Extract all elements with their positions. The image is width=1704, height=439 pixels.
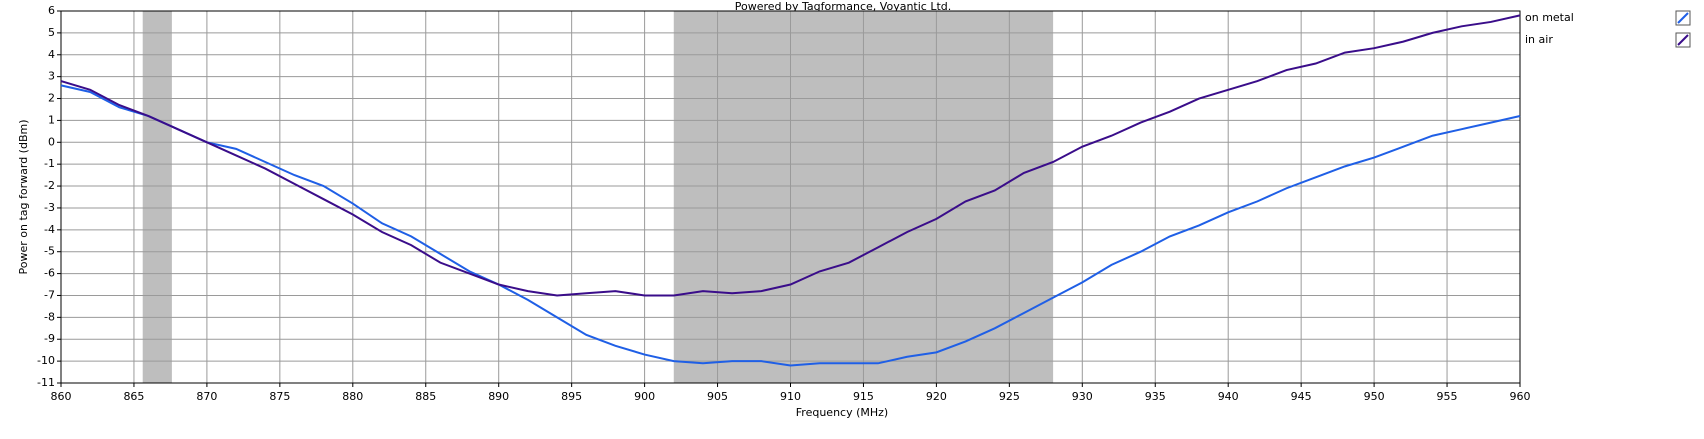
y-tick-label: 4 [48,48,55,61]
x-tick-label: 955 [1437,390,1458,403]
y-tick-label: 2 [48,92,55,105]
x-tick-label: 865 [123,390,144,403]
x-tick-label: 945 [1291,390,1312,403]
y-tick-label: 3 [48,70,55,83]
x-axis-label: Frequency (MHz) [796,406,888,419]
y-tick-label: -8 [44,310,55,323]
x-tick-label: 880 [342,390,363,403]
y-tick-label: 0 [48,135,55,148]
plot-border [60,10,1521,384]
y-tick-label: -5 [44,245,55,258]
y-tick-label: -6 [44,267,55,280]
y-tick-label: -7 [44,288,55,301]
x-tick-label: 895 [561,390,582,403]
x-tick-label: 925 [999,390,1020,403]
x-tick-label: 960 [1510,390,1531,403]
y-tick-label: 6 [48,4,55,17]
shaded-band [142,11,172,383]
y-tick-label: -4 [44,223,55,236]
legend-swatch-line [1677,34,1689,46]
x-tick-label: 930 [1072,390,1093,403]
x-tick-label: 875 [269,390,290,403]
y-tick-label: 5 [48,26,55,39]
y-tick-label: -3 [44,201,55,214]
legend-swatch-line [1677,12,1689,24]
x-tick-label: 860 [51,390,72,403]
x-tick-label: 950 [1364,390,1385,403]
x-tick-label: 885 [415,390,436,403]
legend-label: in air [1525,33,1553,46]
y-tick-label: -2 [44,179,55,192]
y-axis-label: Power on tag forward (dBm) [17,120,30,275]
x-tick-label: 915 [853,390,874,403]
y-tick-label: -11 [37,376,55,389]
x-tick-label: 910 [780,390,801,403]
chart-title: Powered by Tagformance, Voyantic Ltd. [735,0,952,13]
y-tick-label: -10 [37,354,55,367]
x-tick-label: 905 [707,390,728,403]
x-tick-label: 920 [926,390,947,403]
legend-label: on metal [1525,11,1574,24]
x-tick-label: 935 [1145,390,1166,403]
series-line [60,84,1521,367]
y-tick-label: -9 [44,332,55,345]
x-tick-label: 890 [488,390,509,403]
y-tick-label: -1 [44,157,55,170]
x-tick-label: 940 [1218,390,1239,403]
y-tick-label: 1 [48,113,55,126]
series-line [60,14,1521,297]
x-tick-label: 870 [196,390,217,403]
x-tick-label: 900 [634,390,655,403]
